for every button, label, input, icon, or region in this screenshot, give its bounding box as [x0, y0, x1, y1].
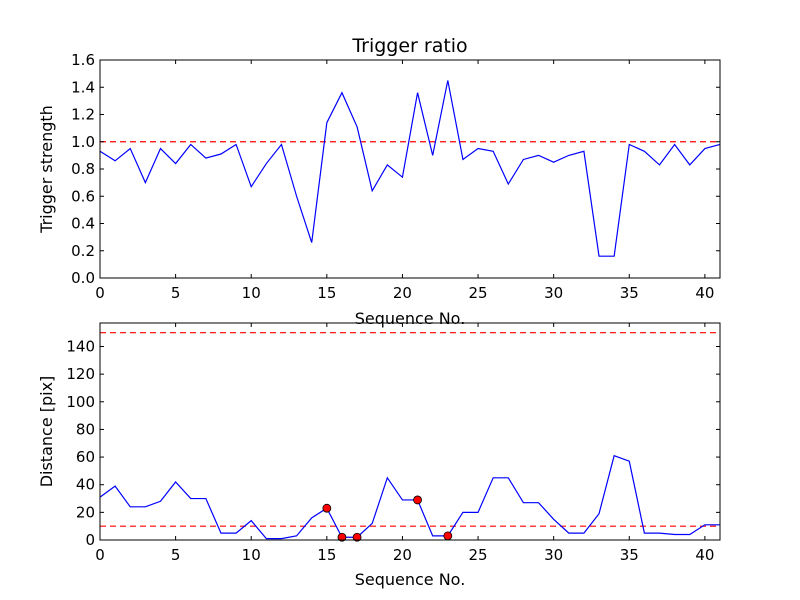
y-tick-label: 80 — [76, 420, 95, 438]
marker-point — [413, 495, 422, 505]
x-tick-label: 35 — [620, 546, 639, 564]
y-tick-label: 0.0 — [71, 269, 95, 287]
x-tick-label: 10 — [242, 284, 261, 302]
axes-frame — [99, 59, 721, 279]
series-line-trigger-strength — [99, 80, 721, 257]
x-tick-label: 5 — [171, 284, 181, 302]
y-tick-label: 1.6 — [71, 51, 95, 69]
x-tick-label: 35 — [620, 284, 639, 302]
y-tick-label: 120 — [66, 365, 95, 383]
y-tick-label: 0.2 — [71, 242, 95, 260]
bottom-axes-distance: 0 5 10 15 20 25 30 35 40 0 20 40 60 80 100 120 140 Sequen… — [37, 322, 721, 589]
x-tick-label: 0 — [95, 546, 105, 564]
x-tick-label: 40 — [695, 546, 714, 564]
y-tick-label: 40 — [76, 476, 95, 494]
marker-point — [352, 532, 362, 542]
y-tick-label: 1.0 — [71, 133, 95, 151]
x-tick-label: 30 — [544, 546, 563, 564]
marker-point — [337, 532, 347, 542]
x-tick-label: 30 — [544, 284, 563, 302]
x-tick-label: 20 — [393, 284, 412, 302]
x-tick-label: 10 — [242, 546, 261, 564]
x-tick-label: 15 — [317, 284, 336, 302]
y-tick-label: 0.8 — [71, 160, 95, 178]
x-tick-label: 5 — [171, 546, 181, 564]
y-tick-label: 1.4 — [71, 78, 95, 96]
chart-title: Trigger ratio — [351, 35, 467, 57]
series-line-distance — [99, 454, 720, 540]
x-axis-label: Sequence No. — [355, 570, 466, 589]
y-tick-label: 60 — [76, 448, 95, 466]
top-axes-trigger-ratio: 0 5 10 15 20 25 30 35 40 0.0 0.2 0.4 0.6 0.8 1.0 1.2 1.4… — [37, 35, 721, 328]
axes-frame — [99, 322, 721, 541]
x-tick-label: 0 — [95, 284, 105, 302]
x-axis-label: Sequence No. — [355, 309, 466, 328]
y-tick-label: 100 — [66, 393, 95, 411]
y-axis-label: Trigger strength — [37, 105, 56, 234]
y-tick-label: 0.4 — [71, 215, 95, 233]
y-tick-label: 0.6 — [71, 187, 95, 205]
marker-point — [322, 503, 332, 513]
x-tick-label: 25 — [469, 284, 488, 302]
y-tick-label: 1.2 — [71, 106, 95, 124]
x-tick-label: 20 — [393, 546, 412, 564]
y-axis-label: Distance [pix] — [37, 376, 56, 488]
y-tick-label: 0 — [85, 531, 95, 549]
x-tick-label: 15 — [317, 546, 336, 564]
x-tick-label: 40 — [695, 284, 714, 302]
marker-point — [443, 531, 453, 541]
y-tick-label: 140 — [66, 337, 95, 355]
x-tick-label: 25 — [469, 546, 488, 564]
y-tick-label: 20 — [76, 503, 95, 521]
